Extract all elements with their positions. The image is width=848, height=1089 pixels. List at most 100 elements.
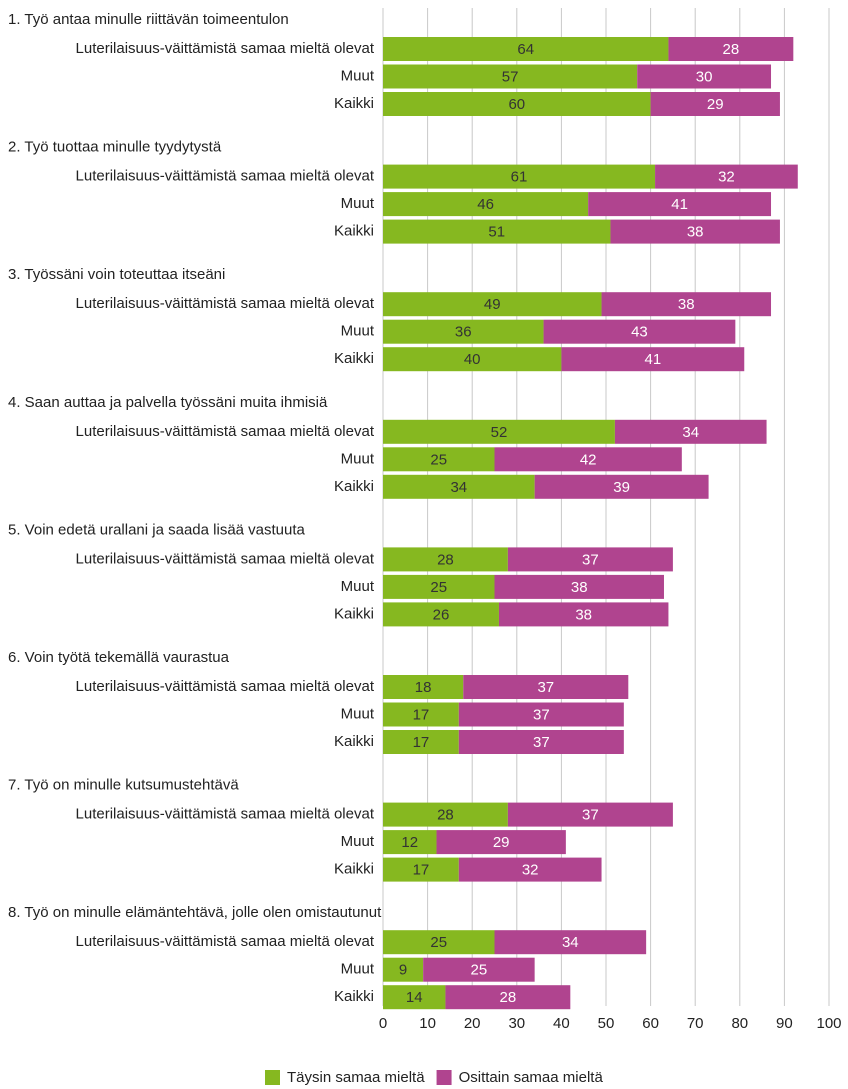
value-label: 32	[522, 862, 539, 879]
bar-segment	[383, 219, 611, 244]
bar-segment	[507, 547, 673, 572]
row-label: Muut	[341, 195, 375, 212]
value-label: 41	[671, 196, 688, 213]
value-label: 41	[644, 351, 661, 368]
value-label: 38	[678, 296, 695, 313]
bar-segment	[383, 957, 424, 982]
group-title: 5. Voin edetä urallani ja saada lisää va…	[8, 521, 306, 538]
value-label: 36	[455, 324, 472, 341]
bar-segment	[601, 292, 772, 317]
bar-segment	[458, 857, 602, 882]
bar-segment	[650, 92, 780, 116]
value-label: 42	[580, 451, 597, 468]
row-label: Kaikki	[334, 605, 374, 622]
row-label: Muut	[341, 961, 375, 978]
bar-segment	[383, 730, 459, 754]
row-label: Muut	[341, 323, 375, 340]
x-tick-label: 50	[598, 1015, 615, 1032]
bar-segment	[383, 930, 495, 955]
group-title: 3. Työssäni voin toteuttaa itseäni	[8, 266, 225, 283]
legend-label: Täysin samaa mieltä	[287, 1069, 425, 1086]
bar-segment	[507, 802, 673, 827]
value-label: 37	[582, 551, 599, 568]
row-label: Luterilaisuus-väittämistä samaa mieltä o…	[76, 295, 375, 312]
value-label: 34	[682, 424, 699, 441]
value-label: 49	[484, 296, 501, 313]
bar-segment	[383, 547, 508, 572]
bar-segment	[383, 37, 669, 61]
bar-segment	[655, 164, 798, 189]
bar-segment	[383, 447, 495, 472]
x-tick-label: 30	[508, 1015, 525, 1032]
bar-segment	[383, 985, 446, 1010]
value-label: 17	[413, 706, 430, 723]
bar-segment	[383, 602, 499, 627]
value-label: 25	[471, 962, 488, 979]
value-label: 46	[477, 196, 494, 213]
bar-segment	[383, 92, 651, 116]
bar-segment	[637, 64, 772, 89]
row-label: Luterilaisuus-väittämistä samaa mieltä o…	[76, 168, 375, 185]
value-label: 34	[450, 479, 467, 496]
bar-segment	[458, 730, 624, 754]
legend-swatch	[265, 1070, 280, 1085]
bar-segment	[534, 474, 709, 499]
bar-segment	[494, 930, 647, 955]
bar-segment	[383, 702, 459, 727]
bar-segment	[383, 802, 508, 827]
value-label: 17	[413, 862, 430, 879]
value-label: 26	[433, 606, 450, 623]
row-label: Kaikki	[334, 733, 374, 750]
group-title: 2. Työ tuottaa minulle tyydytystä	[8, 139, 222, 156]
value-label: 37	[582, 807, 599, 824]
value-label: 29	[493, 834, 510, 851]
value-label: 28	[437, 807, 454, 824]
row-label: Muut	[341, 705, 375, 722]
value-label: 37	[533, 734, 550, 751]
legend-swatch	[436, 1070, 452, 1085]
bar-segment	[436, 830, 566, 855]
row-label: Kaikki	[334, 95, 374, 112]
value-label: 60	[508, 96, 525, 113]
bar-segment	[668, 37, 794, 61]
bar-segment	[383, 347, 562, 372]
row-label: Luterilaisuus-väittämistä samaa mieltä o…	[76, 678, 375, 695]
bar-segment	[423, 957, 535, 982]
bar-segment	[494, 447, 682, 472]
bar-segment	[383, 574, 495, 599]
value-label: 40	[464, 351, 481, 368]
value-label: 39	[613, 479, 630, 496]
value-label: 28	[723, 41, 740, 58]
value-label: 32	[718, 169, 735, 186]
row-label: Muut	[341, 67, 375, 84]
bar-segment	[458, 702, 624, 727]
bar-segment	[498, 602, 669, 627]
x-tick-label: 0	[379, 1015, 387, 1032]
x-tick-label: 90	[776, 1015, 793, 1032]
value-label: 17	[413, 734, 430, 751]
x-tick-label: 40	[553, 1015, 570, 1032]
bar-segment	[383, 830, 437, 855]
value-label: 14	[406, 989, 423, 1006]
group-title: 4. Saan auttaa ja palvella työssäni muit…	[8, 394, 328, 411]
value-label: 52	[491, 424, 508, 441]
row-label: Muut	[341, 833, 375, 850]
bar-segment	[383, 192, 589, 217]
bar-segment	[588, 192, 772, 217]
bar-segment	[383, 857, 459, 882]
value-label: 38	[571, 579, 588, 596]
bar-segment	[383, 64, 638, 89]
x-tick-label: 60	[642, 1015, 659, 1032]
value-label: 51	[488, 224, 505, 241]
value-label: 61	[511, 169, 528, 186]
value-label: 34	[562, 934, 579, 951]
value-label: 29	[707, 96, 724, 113]
bar-segment	[610, 219, 780, 244]
row-label: Muut	[341, 578, 375, 595]
row-label: Luterilaisuus-väittämistä samaa mieltä o…	[76, 933, 375, 950]
bar-segment	[383, 292, 602, 317]
value-label: 25	[430, 451, 447, 468]
row-label: Luterilaisuus-väittämistä samaa mieltä o…	[76, 423, 375, 440]
x-tick-label: 20	[464, 1015, 481, 1032]
value-label: 37	[537, 679, 554, 696]
